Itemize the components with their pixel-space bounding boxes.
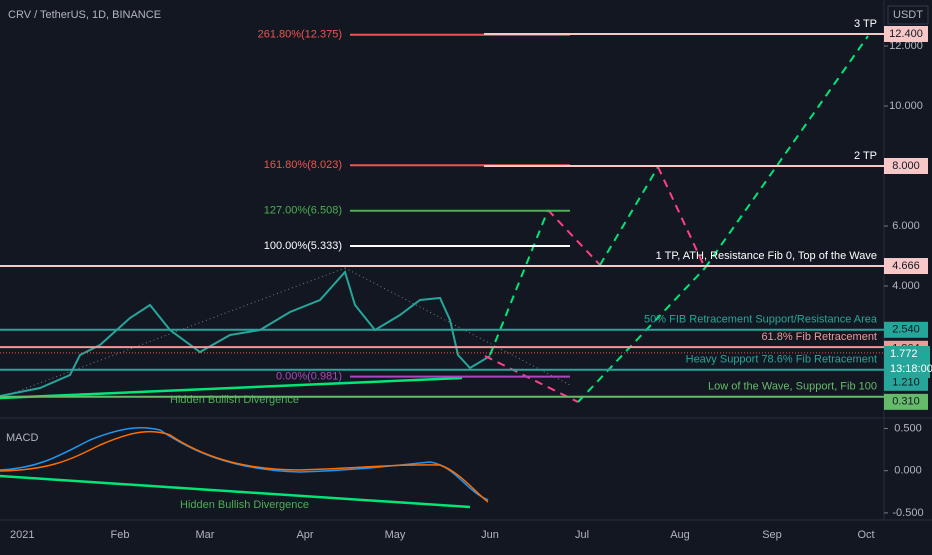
level-box: [884, 374, 928, 391]
divergence-line: [0, 474, 471, 509]
macd-title: MACD: [6, 432, 38, 444]
level-note: Heavy Support 78.6% Fib Retracement: [686, 354, 877, 366]
time-label: Jun: [481, 529, 499, 541]
projection: [599, 166, 659, 266]
time-label: Apr: [296, 529, 313, 541]
level-box: [884, 321, 928, 338]
price-tick-label: 12.000: [889, 40, 923, 52]
currency: USDT: [893, 9, 923, 21]
macd-tick-label: 0.000: [894, 465, 922, 477]
level-note: 3 TP: [854, 18, 877, 30]
currency-box: [887, 5, 929, 25]
level-note: 2 TP: [854, 150, 877, 162]
level-box: [884, 25, 928, 42]
projection: [484, 355, 579, 403]
level-note: 50% FIB Retracement Support/Resistance A…: [644, 314, 878, 326]
current-price-box: [884, 346, 930, 378]
level-value: 2.540: [892, 324, 920, 336]
projection: [657, 166, 706, 269]
fib-label: 161.80%(8.023): [264, 159, 342, 171]
price-trace: [0, 270, 491, 397]
level-box: [884, 393, 928, 410]
level-value: 4.666: [892, 260, 920, 272]
level-note: 61.8% Fib Retracement: [761, 331, 877, 343]
fib-label: 261.80%(12.375): [258, 29, 342, 41]
macd-tick-label: 0.500: [894, 422, 922, 434]
level-value: 1.210: [892, 377, 920, 389]
level-box: [884, 157, 928, 174]
time-label: Jul: [575, 529, 589, 541]
level-value: 8.000: [892, 160, 920, 172]
time-label: Mar: [196, 529, 215, 541]
level-note: Low of the Wave, Support, Fib 100: [708, 381, 877, 393]
time-label: Feb: [111, 529, 130, 541]
projection: [704, 35, 869, 269]
current-price: 1.772: [890, 348, 918, 360]
macd-tick-label: -0.500: [892, 507, 923, 519]
fib-label: 127.00%(6.508): [264, 205, 342, 217]
projection: [547, 209, 601, 266]
annotation: Hidden Bullish Divergence: [180, 499, 309, 511]
trend-line: [0, 267, 346, 399]
projection: [489, 209, 549, 356]
level-value: 12.400: [889, 28, 923, 40]
countdown: 13:18:00: [890, 363, 932, 375]
price-tick-label: 10.000: [889, 100, 923, 112]
time-label: 2021: [10, 529, 34, 541]
time-label: May: [385, 529, 406, 541]
level-box: [884, 258, 928, 275]
time-label: Oct: [857, 529, 874, 541]
fib-label: 0.00%(0.981): [276, 370, 342, 382]
price-tick-label: 6.000: [892, 220, 920, 232]
symbol-title: CRV / TetherUS, 1D, BINANCE: [8, 9, 161, 21]
fib-label: 100.00%(5.333): [264, 240, 342, 252]
level-note: 1 TP, ATH, Resistance Fib 0, Top of the …: [656, 250, 877, 262]
time-label: Sep: [762, 529, 782, 541]
signal-line: [0, 430, 489, 503]
price-tick-label: 4.000: [892, 280, 920, 292]
time-label: Aug: [670, 529, 690, 541]
divergence-line: [0, 376, 463, 400]
projection: [577, 267, 706, 403]
level-value: 0.310: [892, 396, 920, 408]
